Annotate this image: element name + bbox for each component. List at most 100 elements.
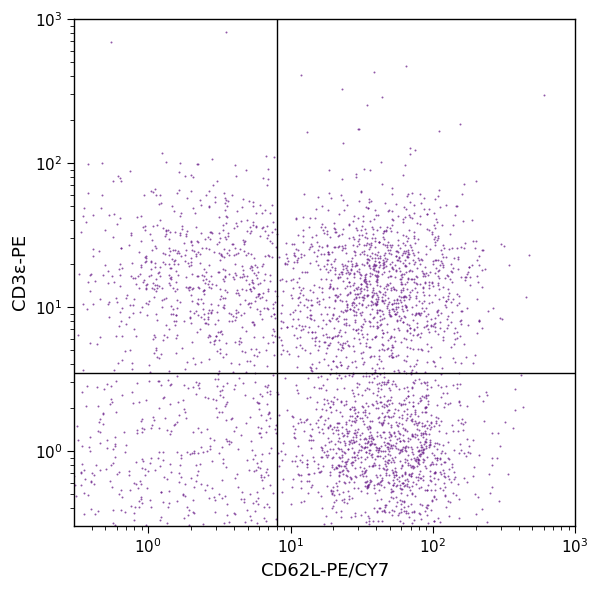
Point [316, 274, 326, 283]
Point [260, 269, 270, 278]
Point [364, 261, 373, 270]
Point [422, 381, 431, 390]
Point [383, 449, 393, 459]
Point [379, 464, 389, 473]
Point [347, 261, 357, 271]
Point [383, 299, 393, 309]
Point [261, 415, 271, 424]
Point [388, 264, 397, 274]
Point [302, 455, 311, 465]
Point [539, 90, 549, 100]
Point [86, 476, 95, 485]
Point [341, 306, 351, 315]
Point [329, 219, 339, 228]
Point [358, 407, 367, 417]
Point [289, 314, 298, 324]
Point [274, 410, 284, 420]
Point [391, 199, 400, 209]
Point [353, 453, 363, 463]
Point [390, 431, 400, 440]
Point [470, 243, 479, 253]
Point [365, 439, 375, 448]
Point [412, 454, 421, 463]
Point [458, 420, 468, 429]
Point [280, 258, 289, 268]
Point [323, 423, 333, 433]
Point [311, 204, 320, 213]
Point [367, 197, 376, 206]
Point [398, 400, 407, 409]
Point [364, 244, 374, 254]
Point [385, 523, 395, 532]
Point [382, 407, 391, 416]
Point [433, 475, 443, 484]
Point [129, 294, 139, 304]
Point [357, 469, 367, 479]
Point [222, 499, 232, 509]
Point [217, 250, 226, 259]
Point [200, 392, 210, 402]
Point [366, 433, 376, 443]
Point [429, 473, 439, 482]
Point [185, 306, 195, 316]
Point [320, 440, 330, 450]
Point [292, 214, 301, 223]
Point [370, 249, 380, 259]
Point [365, 322, 374, 331]
Point [337, 411, 347, 421]
Point [220, 276, 229, 285]
Point [388, 190, 397, 199]
Point [325, 232, 335, 242]
Point [416, 442, 426, 452]
Point [473, 329, 482, 338]
Point [401, 368, 411, 377]
Point [95, 438, 105, 447]
Point [402, 326, 412, 335]
Point [477, 265, 487, 275]
Point [367, 269, 377, 279]
Point [292, 255, 302, 265]
Point [328, 486, 338, 496]
Point [455, 396, 464, 405]
Point [205, 337, 215, 346]
Point [247, 278, 256, 287]
Point [395, 291, 404, 301]
Point [115, 173, 125, 183]
Point [370, 254, 380, 263]
Point [226, 414, 236, 424]
Point [205, 202, 214, 212]
Point [319, 380, 328, 389]
Point [361, 447, 371, 456]
Point [415, 375, 424, 384]
Point [390, 309, 400, 319]
Point [215, 348, 225, 358]
Point [172, 310, 181, 320]
Point [419, 446, 428, 455]
Point [79, 545, 89, 554]
Point [361, 277, 370, 286]
Point [375, 430, 385, 439]
Point [362, 483, 372, 493]
Point [245, 284, 254, 294]
Point [323, 205, 333, 215]
Point [388, 476, 397, 485]
Point [346, 512, 355, 522]
Point [305, 476, 314, 485]
Point [423, 396, 433, 405]
Point [174, 168, 184, 177]
Point [85, 286, 95, 296]
Point [403, 392, 413, 401]
Point [218, 393, 228, 402]
Point [443, 437, 453, 447]
Point [374, 346, 384, 355]
Point [176, 451, 185, 460]
Point [364, 437, 373, 446]
Point [350, 417, 360, 427]
Point [355, 430, 365, 440]
Point [430, 240, 440, 249]
Point [398, 423, 408, 433]
Point [102, 379, 112, 389]
Point [239, 238, 248, 247]
Point [400, 497, 409, 506]
Point [379, 377, 388, 387]
